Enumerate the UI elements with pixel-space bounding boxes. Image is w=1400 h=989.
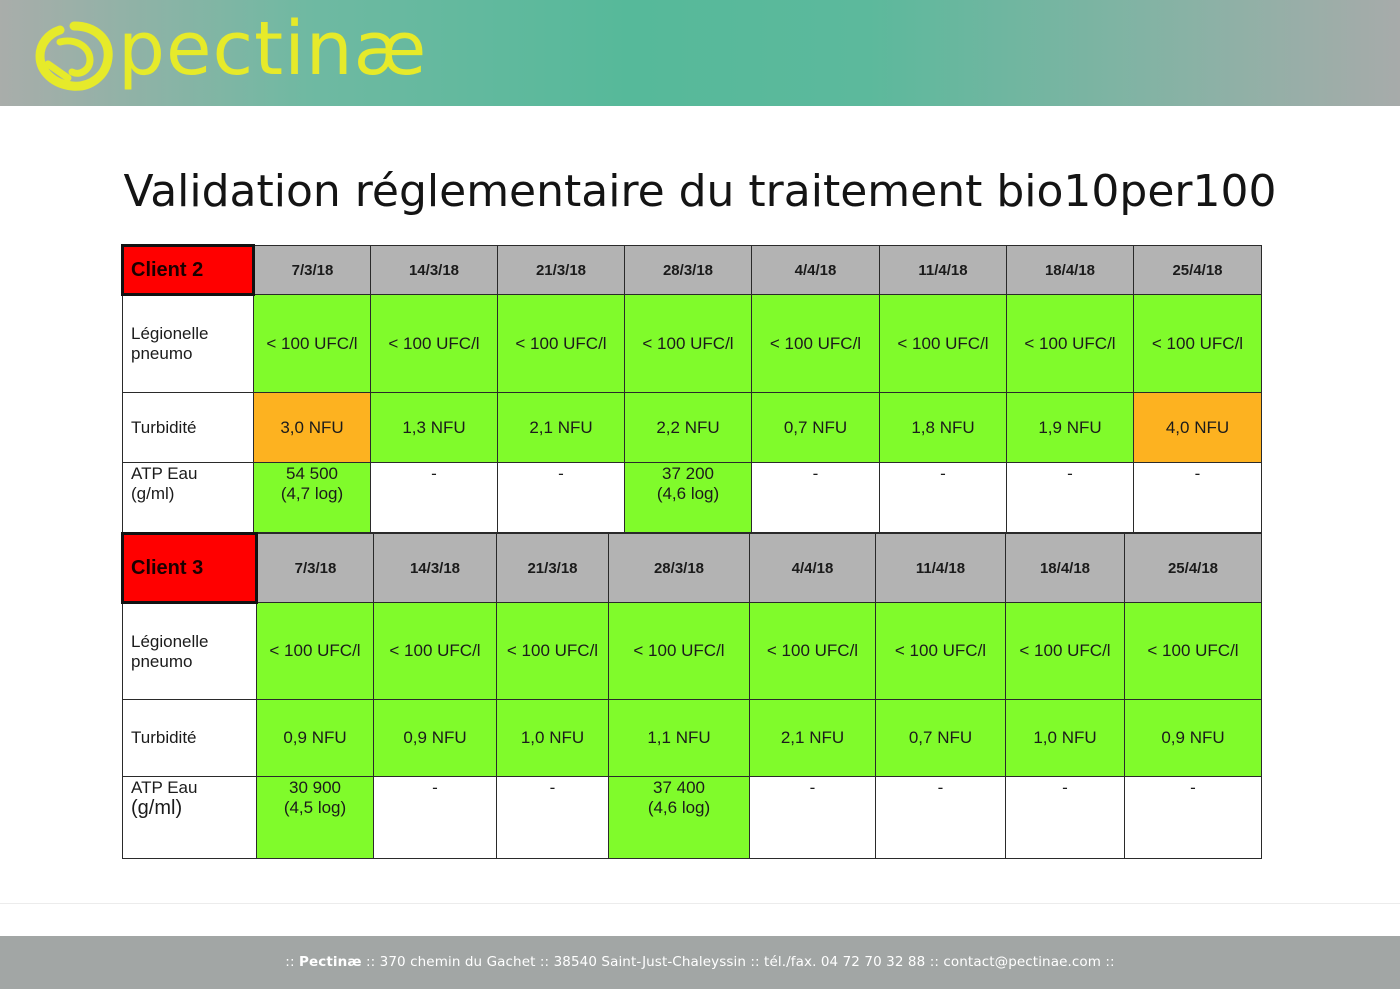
legionelle-cell: < 100 UFC/l bbox=[496, 602, 609, 700]
client3-legionelle-row: Légionelle pneumo < 100 UFC/l < 100 UFC/l… bbox=[122, 602, 1262, 700]
atp-cell: 30 900 (4,5 log) bbox=[256, 776, 374, 859]
client3-date: 28/3/18 bbox=[608, 533, 750, 603]
client2-date: 18/4/18 bbox=[1006, 245, 1134, 295]
legionelle-cell: < 100 UFC/l bbox=[1006, 294, 1134, 393]
turbidite-cell: 1,0 NFU bbox=[1005, 699, 1125, 777]
turbidite-label: Turbidité bbox=[122, 392, 254, 463]
legionelle-cell: < 100 UFC/l bbox=[256, 602, 374, 700]
client3-date-row: Client 3 7/3/18 14/3/18 21/3/18 28/3/18 … bbox=[121, 532, 1262, 604]
turbidite-cell: 2,1 NFU bbox=[749, 699, 876, 777]
client2-atp-row: ATP Eau (g/ml) 54 500 (4,7 log) - - 37 200… bbox=[122, 462, 1262, 533]
turbidite-label: Turbidité bbox=[122, 699, 257, 777]
client2-date: 28/3/18 bbox=[624, 245, 752, 295]
client2-date: 7/3/18 bbox=[253, 245, 371, 295]
atp-cell: - bbox=[1124, 776, 1262, 859]
client2-date-row: Client 2 7/3/18 14/3/18 21/3/18 28/3/18 … bbox=[121, 244, 1262, 296]
client3-date: 11/4/18 bbox=[875, 533, 1006, 603]
turbidite-cell: 2,2 NFU bbox=[624, 392, 752, 463]
atp-cell: - bbox=[1005, 776, 1125, 859]
footer-prefix: :: bbox=[285, 954, 299, 970]
divider bbox=[0, 903, 1400, 904]
client3-date: 14/3/18 bbox=[373, 533, 497, 603]
legionelle-cell: < 100 UFC/l bbox=[624, 294, 752, 393]
client3-date: 18/4/18 bbox=[1005, 533, 1125, 603]
client3-name: Client 3 bbox=[121, 532, 258, 604]
atp-label: ATP Eau (g/ml) bbox=[122, 462, 254, 533]
legionelle-cell: < 100 UFC/l bbox=[875, 602, 1006, 700]
atp-cell: - bbox=[370, 462, 498, 533]
client2-legionelle-row: Légionelle pneumo < 100 UFC/l < 100 UFC/l… bbox=[122, 294, 1262, 393]
legionelle-cell: < 100 UFC/l bbox=[370, 294, 498, 393]
header-banner: pectinæ bbox=[0, 0, 1400, 106]
legionelle-label: Légionelle pneumo bbox=[122, 602, 257, 700]
turbidite-cell: 0,9 NFU bbox=[1124, 699, 1262, 777]
atp-cell: 54 500 (4,7 log) bbox=[253, 462, 371, 533]
legionelle-cell: < 100 UFC/l bbox=[749, 602, 876, 700]
turbidite-cell: 1,0 NFU bbox=[496, 699, 609, 777]
atp-cell: - bbox=[496, 776, 609, 859]
legionelle-cell: < 100 UFC/l bbox=[373, 602, 497, 700]
client2-date: 21/3/18 bbox=[497, 245, 625, 295]
turbidite-cell: 0,9 NFU bbox=[373, 699, 497, 777]
atp-cell: - bbox=[373, 776, 497, 859]
atp-cell: 37 200 (4,6 log) bbox=[624, 462, 752, 533]
atp-cell: - bbox=[1006, 462, 1134, 533]
atp-label: ATP Eau (g/ml) bbox=[122, 776, 257, 859]
client3-turbidite-row: Turbidité 0,9 NFU 0,9 NFU 1,0 NFU 1,1 NF… bbox=[122, 699, 1262, 777]
client2-name: Client 2 bbox=[121, 244, 255, 296]
client2-date: 25/4/18 bbox=[1133, 245, 1262, 295]
client2-date: 14/3/18 bbox=[370, 245, 498, 295]
client3-atp-row: ATP Eau (g/ml) 30 900 (4,5 log) - - 37 400… bbox=[122, 776, 1262, 859]
turbidite-cell: 0,7 NFU bbox=[751, 392, 880, 463]
footer: :: Pectinæ :: 370 chemin du Gachet :: 38… bbox=[0, 936, 1400, 989]
pectinae-logo-icon bbox=[35, 21, 113, 91]
turbidite-cell: 3,0 NFU bbox=[253, 392, 371, 463]
legionelle-cell: < 100 UFC/l bbox=[879, 294, 1007, 393]
turbidite-cell: 1,1 NFU bbox=[608, 699, 750, 777]
legionelle-label: Légionelle pneumo bbox=[122, 294, 254, 393]
brand-name: pectinæ bbox=[118, 6, 428, 92]
atp-cell: - bbox=[875, 776, 1006, 859]
client3-date: 21/3/18 bbox=[496, 533, 609, 603]
legionelle-cell: < 100 UFC/l bbox=[608, 602, 750, 700]
atp-cell: - bbox=[879, 462, 1007, 533]
legionelle-cell: < 100 UFC/l bbox=[497, 294, 625, 393]
atp-cell: - bbox=[497, 462, 625, 533]
atp-cell: - bbox=[751, 462, 880, 533]
turbidite-cell: 1,3 NFU bbox=[370, 392, 498, 463]
atp-cell: - bbox=[749, 776, 876, 859]
turbidite-cell: 1,9 NFU bbox=[1006, 392, 1134, 463]
turbidite-cell: 0,7 NFU bbox=[875, 699, 1006, 777]
atp-cell: 37 400 (4,6 log) bbox=[608, 776, 750, 859]
client2-table: Client 2 7/3/18 14/3/18 21/3/18 28/3/18 … bbox=[121, 244, 1262, 533]
legionelle-cell: < 100 UFC/l bbox=[253, 294, 371, 393]
client2-date: 11/4/18 bbox=[879, 245, 1007, 295]
client2-turbidite-row: Turbidité 3,0 NFU 1,3 NFU 2,1 NFU 2,2 NF… bbox=[122, 392, 1262, 463]
client3-date: 7/3/18 bbox=[256, 533, 374, 603]
turbidite-cell: 2,1 NFU bbox=[497, 392, 625, 463]
legionelle-cell: < 100 UFC/l bbox=[1005, 602, 1125, 700]
atp-cell: - bbox=[1133, 462, 1262, 533]
turbidite-cell: 1,8 NFU bbox=[879, 392, 1007, 463]
legionelle-cell: < 100 UFC/l bbox=[1133, 294, 1262, 393]
client3-date: 4/4/18 bbox=[749, 533, 876, 603]
client2-date: 4/4/18 bbox=[751, 245, 880, 295]
turbidite-cell: 4,0 NFU bbox=[1133, 392, 1262, 463]
client3-date: 25/4/18 bbox=[1124, 533, 1262, 603]
page-title: Validation réglementaire du traitement b… bbox=[123, 166, 1277, 217]
legionelle-cell: < 100 UFC/l bbox=[751, 294, 880, 393]
footer-contact: :: 370 chemin du Gachet :: 38540 Saint-J… bbox=[361, 954, 1115, 970]
legionelle-cell: < 100 UFC/l bbox=[1124, 602, 1262, 700]
turbidite-cell: 0,9 NFU bbox=[256, 699, 374, 777]
footer-company: Pectinæ bbox=[299, 954, 362, 970]
client3-table: Client 3 7/3/18 14/3/18 21/3/18 28/3/18 … bbox=[121, 532, 1262, 859]
